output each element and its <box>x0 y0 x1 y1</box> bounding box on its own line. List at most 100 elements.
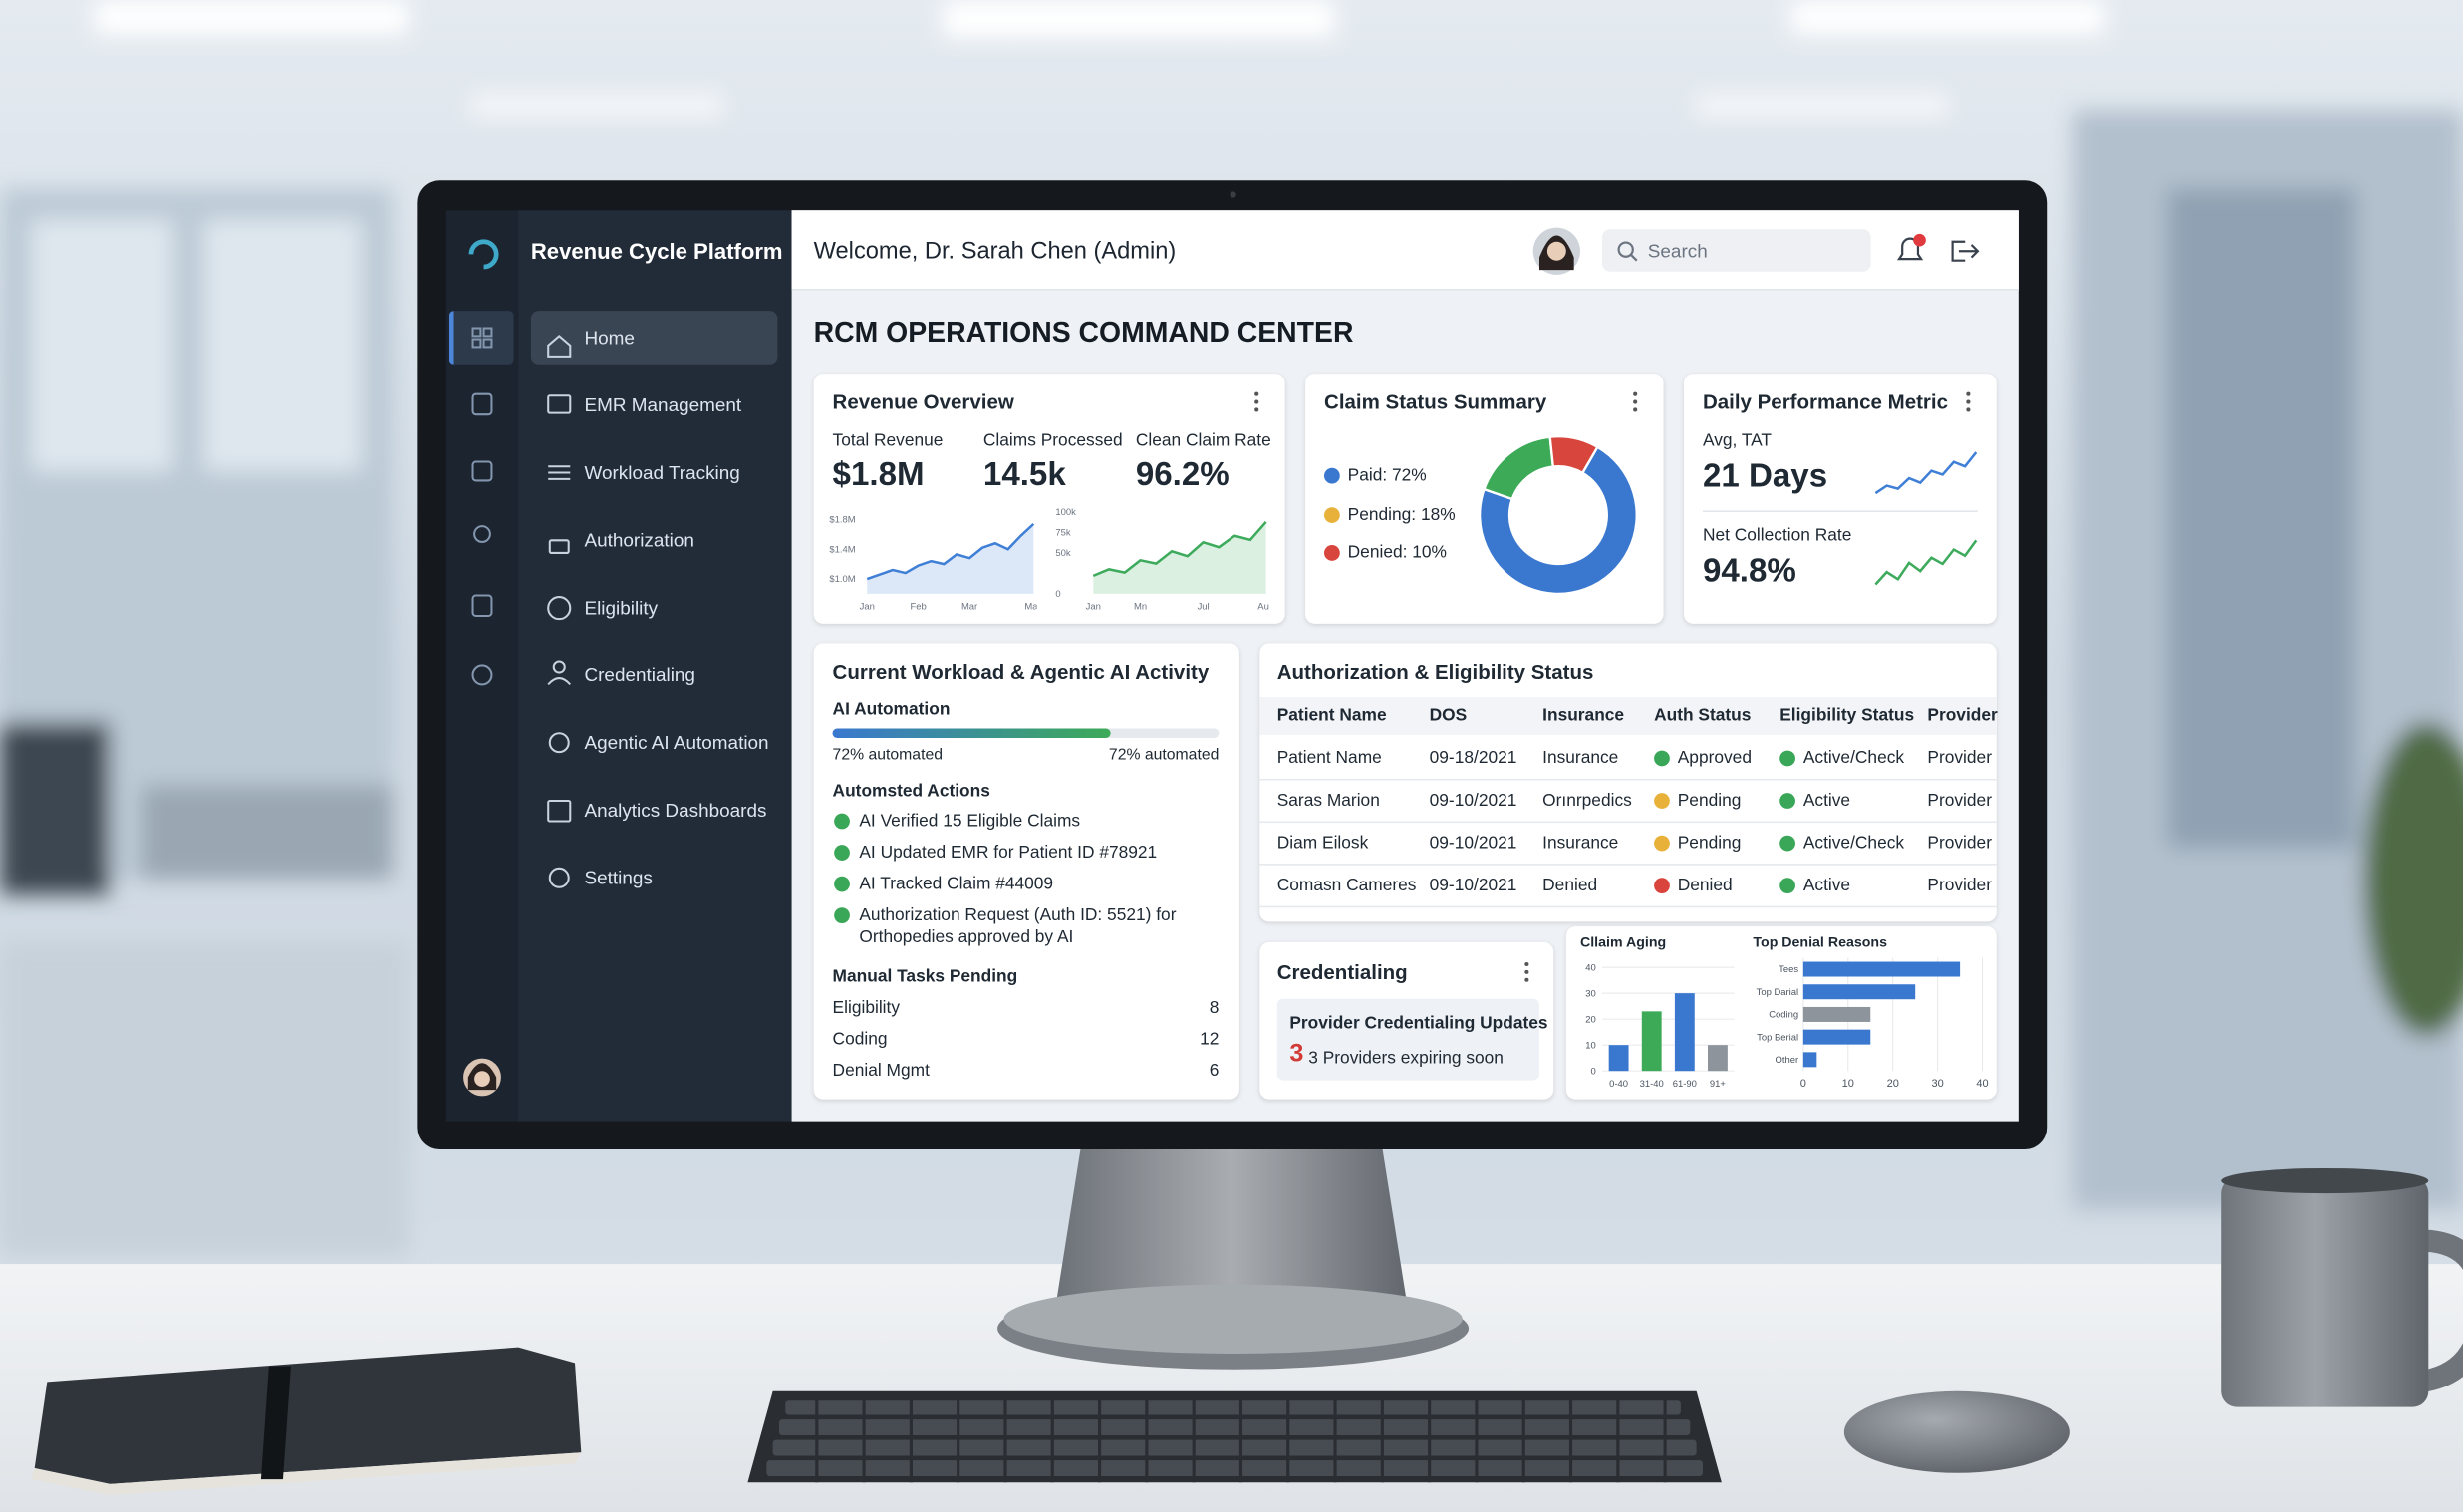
y-tick-label: $1.4M <box>829 544 855 555</box>
welcome: Welcome, Dr. Sarah Chen (Admin) <box>813 237 1177 265</box>
section-label: Manual Tasks Pending <box>832 967 1018 987</box>
task-count: 8 <box>1209 998 1220 1018</box>
menu-dots[interactable] <box>1247 389 1266 414</box>
legend-label: Denied: 10% <box>1347 543 1447 563</box>
nav-item[interactable]: Eligibility <box>584 597 659 620</box>
shape <box>547 394 572 414</box>
shape <box>815 1397 1667 1483</box>
shape <box>94 0 409 35</box>
shape <box>203 219 362 471</box>
shape <box>470 94 723 117</box>
shape <box>1524 977 1529 982</box>
y-tick-label: 10 <box>1585 1040 1596 1051</box>
table-cell: Active <box>1802 876 1851 895</box>
shape <box>552 660 566 674</box>
x-tick-label: 30 <box>1932 1078 1944 1090</box>
table-cell: Denied <box>1542 876 1598 895</box>
line <box>1874 451 1978 495</box>
y-tick-label: 0 <box>1591 1066 1596 1077</box>
shape <box>34 1347 582 1484</box>
row-divider <box>1259 864 1997 866</box>
shape <box>2417 1229 2463 1393</box>
menu-dots[interactable] <box>1626 389 1645 414</box>
shape <box>468 239 499 270</box>
shape <box>548 732 570 754</box>
shape <box>1633 391 1638 412</box>
menu-dots[interactable] <box>1517 959 1536 984</box>
x-tick-label: Jan <box>1086 602 1101 613</box>
nav-item[interactable]: Authorization <box>584 529 694 552</box>
task-label: Eligibility <box>832 998 901 1018</box>
line <box>1874 539 1978 586</box>
card-title: Daily Performance Metric <box>1702 389 1949 414</box>
nav-item[interactable]: Agentic AI Automation <box>584 731 769 754</box>
shape <box>1951 240 1980 262</box>
nav-item[interactable]: Credentialing <box>584 663 695 686</box>
shape <box>471 460 493 482</box>
shape <box>1896 237 1924 261</box>
table-cell: Denied <box>1677 876 1733 895</box>
kpi-label: Clean Claim Rate <box>1135 431 1271 451</box>
nav-item[interactable]: Analytics Dashboards <box>584 799 767 822</box>
header-avatar[interactable] <box>1531 226 1581 276</box>
legend-label: Paid: 72% <box>1347 466 1427 486</box>
shape <box>1633 407 1638 412</box>
x-tick-label: 40 <box>1976 1078 1988 1090</box>
nav-item[interactable]: Workload Tracking <box>584 461 740 484</box>
legend-dot <box>1324 467 1340 484</box>
card-workload <box>813 643 1239 1100</box>
shape <box>1617 241 1634 258</box>
section-label: AI Automation <box>832 700 951 720</box>
nav-item[interactable]: Home <box>584 326 635 349</box>
task-count: 6 <box>1209 1061 1220 1081</box>
shape <box>140 785 394 880</box>
status-icon <box>1779 835 1795 852</box>
line-area <box>867 523 1034 594</box>
table-cell: 09-10/2021 <box>1429 791 1517 811</box>
shape <box>1524 969 1529 974</box>
shape <box>2363 722 2463 1037</box>
y-tick-label: 20 <box>1585 1014 1596 1025</box>
logo <box>468 239 499 270</box>
shape <box>31 1452 582 1495</box>
menu-dots[interactable] <box>1959 389 1978 414</box>
card-title: Claim Status Summary <box>1324 389 1547 414</box>
task-count: 12 <box>1200 1030 1220 1050</box>
shape <box>1003 1284 1463 1354</box>
line <box>1092 520 1267 578</box>
table-cell: 09-18/2021 <box>1429 749 1517 768</box>
x-tick-label: Aug <box>1257 602 1269 613</box>
status-icon <box>1779 793 1795 809</box>
shape <box>471 664 493 686</box>
shape <box>1966 407 1971 412</box>
header-actions[interactable] <box>1891 229 1986 273</box>
kpi-value: 21 Days <box>1702 458 1828 495</box>
nav-item[interactable]: EMR Management <box>584 393 742 416</box>
table-header: Patient Name <box>1276 706 1387 726</box>
y-tick-label: 0 <box>1055 589 1060 600</box>
shape <box>482 338 493 349</box>
search-box[interactable] <box>1602 229 1871 272</box>
x-tick-label: 20 <box>1887 1078 1899 1090</box>
table-cell: Pending <box>1677 834 1742 854</box>
bar <box>1608 1045 1629 1072</box>
claim-donut <box>1478 435 1638 596</box>
status-icon <box>1654 750 1670 767</box>
ncr-sparkline <box>1874 539 1978 586</box>
page-title: RCM OPERATIONS COMMAND CENTER <box>813 316 1354 349</box>
table-cell: Provider <box>1927 749 1992 768</box>
task-label: Denial Mgmt <box>832 1061 930 1081</box>
table-cell: Active/Check <box>1802 749 1905 768</box>
shape <box>548 867 570 888</box>
table-cell: Insurance <box>1542 749 1619 768</box>
nav-item[interactable]: Settings <box>584 867 653 889</box>
pie-slice <box>1478 445 1638 596</box>
shape <box>1966 399 1971 404</box>
shape <box>1913 233 1926 247</box>
bar <box>1802 1006 1871 1022</box>
y-tick-label: Coding <box>1769 1010 1798 1021</box>
legend-dot <box>1324 506 1340 523</box>
x-tick-label: Mn <box>1134 602 1147 613</box>
shape <box>2167 188 2356 849</box>
shape <box>785 1400 1681 1415</box>
